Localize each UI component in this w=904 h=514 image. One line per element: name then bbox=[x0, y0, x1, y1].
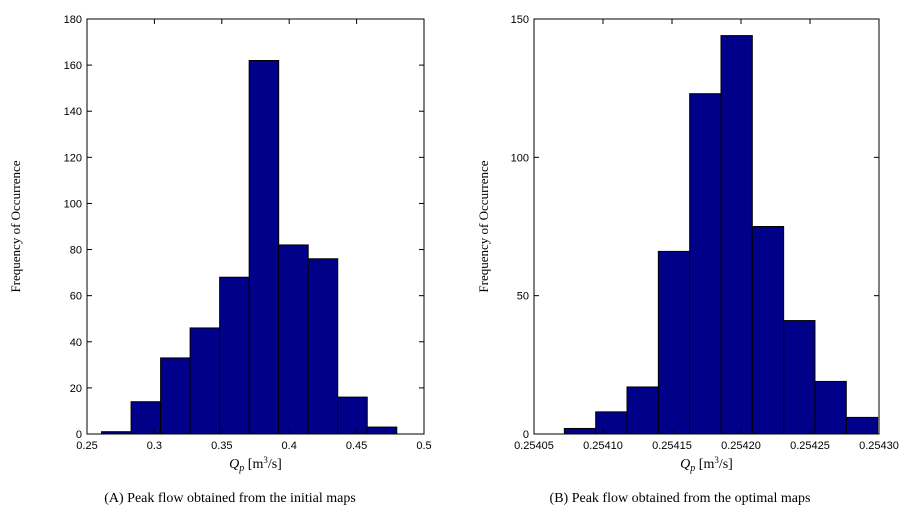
y-axis-label: Frequency of Occurrence bbox=[8, 160, 23, 292]
y-tick-label: 50 bbox=[517, 291, 529, 303]
histogram-bar bbox=[366, 426, 398, 435]
x-tick-label: 0.25415 bbox=[652, 440, 692, 452]
histogram-bar bbox=[307, 258, 339, 435]
x-tick-label: 0.25410 bbox=[583, 440, 623, 452]
histogram-bar bbox=[130, 401, 162, 435]
y-tick-label: 180 bbox=[64, 14, 82, 26]
y-tick-label: 100 bbox=[64, 198, 82, 210]
x-tick-label: 0.25425 bbox=[790, 440, 830, 452]
y-tick-label: 150 bbox=[511, 14, 529, 26]
histogram-bar bbox=[689, 93, 722, 435]
y-tick-label: 0 bbox=[523, 429, 529, 441]
histogram-bar bbox=[720, 35, 753, 435]
axes-frame bbox=[533, 18, 880, 435]
y-tick-label: 160 bbox=[64, 60, 82, 72]
x-axis-label: Qp [m3/s] bbox=[680, 455, 733, 474]
histogram-bar bbox=[595, 411, 628, 435]
histogram-bar bbox=[248, 60, 280, 435]
y-tick-label: 60 bbox=[70, 291, 82, 303]
histogram-bar bbox=[219, 276, 250, 435]
histogram-bar bbox=[189, 327, 221, 435]
histogram-bar bbox=[563, 427, 597, 435]
x-tick-label: 0.5 bbox=[416, 440, 431, 452]
y-axis-label: Frequency of Occurrence bbox=[476, 160, 491, 292]
panel-caption: (A) Peak flow obtained from the initial … bbox=[104, 491, 356, 506]
x-tick-label: 0.25 bbox=[76, 440, 97, 452]
y-tick-label: 120 bbox=[64, 152, 82, 164]
histogram-bar bbox=[278, 244, 309, 435]
histogram-panel-a: 0.25 0.3 0.35 0.4 0.45 0.5 0 20 40 60 80 100 120 140 1… bbox=[8, 14, 432, 506]
panel-caption: (B) Peak flow obtained from the optimal … bbox=[550, 491, 811, 506]
axes-frame bbox=[86, 18, 425, 435]
histogram-bar bbox=[814, 380, 847, 435]
histogram-bar bbox=[626, 386, 659, 435]
histogram-bar bbox=[845, 416, 879, 435]
y-tick-label: 140 bbox=[64, 106, 82, 118]
y-tick-label: 40 bbox=[70, 337, 82, 349]
x-tick-label: 0.25420 bbox=[721, 440, 761, 452]
x-tick-label: 0.25405 bbox=[514, 440, 554, 452]
histogram-panel-b: 0.25405 0.25410 0.25415 0.25420 0.25425 0.254… bbox=[476, 14, 899, 506]
y-tick-label: 20 bbox=[70, 383, 82, 395]
histogram-bar bbox=[751, 226, 785, 435]
y-tick-label: 80 bbox=[70, 245, 82, 257]
x-tick-label: 0.3 bbox=[147, 440, 162, 452]
histogram-bar bbox=[783, 320, 816, 435]
y-tick-label: 100 bbox=[511, 152, 529, 164]
histogram-bar bbox=[337, 396, 368, 435]
x-tick-label: 0.35 bbox=[211, 440, 232, 452]
x-tick-label: 0.45 bbox=[346, 440, 367, 452]
histogram-bar bbox=[657, 250, 691, 435]
x-axis-label: Qp [m3/s] bbox=[229, 455, 282, 474]
x-tick-label: 0.4 bbox=[282, 440, 297, 452]
histogram-bar bbox=[160, 357, 191, 435]
y-tick-label: 0 bbox=[76, 429, 82, 441]
x-tick-label: 0.25430 bbox=[859, 440, 899, 452]
